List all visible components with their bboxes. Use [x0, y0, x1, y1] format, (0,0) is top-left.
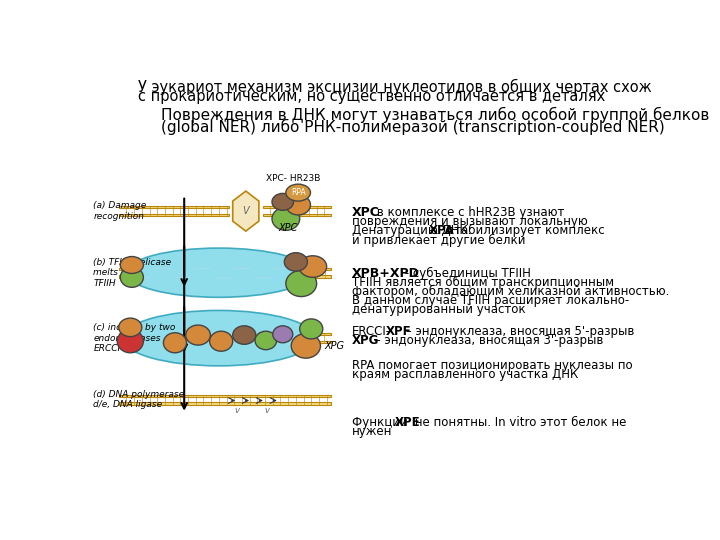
- Text: V: V: [243, 206, 249, 216]
- Bar: [119, 341, 129, 343]
- Text: – эндонуклеаза, вносящая 5'-разрыв: – эндонуклеаза, вносящая 5'-разрыв: [402, 325, 634, 338]
- Text: XPG: XPG: [324, 341, 344, 351]
- Text: повреждения и вызывают локальную: повреждения и вызывают локальную: [352, 215, 588, 228]
- Text: TFIIH является общим транскрипционным: TFIIH является общим транскрипционным: [352, 276, 614, 289]
- Text: нужен: нужен: [352, 425, 392, 438]
- Bar: [119, 395, 330, 397]
- Text: (b) TFIIH helicase
melts DNA
TFIIH: (b) TFIIH helicase melts DNA TFIIH: [94, 258, 171, 288]
- Text: (c) incision by two
endonucleases
ERCCI-XPF: (c) incision by two endonucleases ERCCI-…: [94, 323, 176, 353]
- Text: XPC: XPC: [352, 206, 380, 219]
- Text: и привлекает другие белки: и привлекает другие белки: [352, 233, 526, 247]
- Text: ERCCI-: ERCCI-: [352, 325, 391, 338]
- Bar: [302, 275, 330, 278]
- Ellipse shape: [286, 184, 310, 201]
- Ellipse shape: [233, 326, 256, 345]
- Bar: [309, 341, 330, 343]
- Bar: [119, 268, 135, 270]
- Ellipse shape: [120, 267, 143, 287]
- Text: (a) Damage
recognition: (a) Damage recognition: [94, 201, 147, 221]
- Text: RPA помогает позиционировать нуклеазы по: RPA помогает позиционировать нуклеазы по: [352, 359, 633, 372]
- Text: v: v: [265, 406, 270, 415]
- Polygon shape: [233, 191, 259, 231]
- Bar: [119, 402, 330, 405]
- Text: Функции: Функции: [352, 416, 412, 429]
- Text: Повреждения в ДНК могут узнаваться либо особой группой белков: Повреждения в ДНК могут узнаваться либо …: [161, 107, 709, 123]
- Text: денатурированный участок: денатурированный участок: [352, 303, 526, 316]
- Bar: [119, 275, 135, 278]
- Text: не понятны. In vitro этот белок не: не понятны. In vitro этот белок не: [410, 416, 626, 429]
- Text: Денатурацию ДНК.: Денатурацию ДНК.: [352, 224, 475, 237]
- Ellipse shape: [120, 256, 143, 273]
- Ellipse shape: [186, 325, 210, 345]
- Text: v: v: [234, 406, 239, 415]
- Text: RPA: RPA: [291, 188, 305, 197]
- Bar: [263, 206, 330, 208]
- Text: с прокариотическим, но существенно отличается в деталях: с прокариотическим, но существенно отлич…: [138, 90, 606, 104]
- Text: XPG: XPG: [352, 334, 379, 347]
- Bar: [302, 268, 330, 270]
- Ellipse shape: [300, 319, 323, 339]
- Ellipse shape: [286, 195, 310, 215]
- Text: фактором, обладающим хеликазной активностью.: фактором, обладающим хеликазной активнос…: [352, 285, 670, 298]
- Ellipse shape: [299, 256, 327, 278]
- Text: XPB+XPD: XPB+XPD: [352, 267, 420, 280]
- Text: XPC: XPC: [279, 223, 298, 233]
- Text: краям расплавленного участка ДНК: краям расплавленного участка ДНК: [352, 368, 578, 381]
- Text: В данном случае TFIIH расширяет локально-: В данном случае TFIIH расширяет локально…: [352, 294, 629, 307]
- Text: – эндонуклеаза, вносящая 3'-разрыв: – эндонуклеаза, вносящая 3'-разрыв: [371, 334, 603, 347]
- Text: - субъединицы TFIIH: - субъединицы TFIIH: [400, 267, 531, 280]
- Ellipse shape: [117, 330, 143, 353]
- Bar: [119, 333, 129, 335]
- Ellipse shape: [272, 207, 300, 231]
- Ellipse shape: [273, 326, 293, 343]
- Text: в комплексе с hHR23B узнают: в комплексе с hHR23B узнают: [373, 206, 564, 219]
- Ellipse shape: [272, 193, 294, 211]
- Ellipse shape: [286, 271, 317, 296]
- Text: XPE: XPE: [395, 416, 420, 429]
- Ellipse shape: [127, 248, 311, 298]
- Bar: [263, 214, 330, 216]
- Bar: [119, 214, 229, 216]
- Text: (d) DNA polymerase
d/e, DNA ligase: (d) DNA polymerase d/e, DNA ligase: [94, 390, 184, 409]
- Text: (global NER) либо РНК-полимеразой (transcription-coupled NER): (global NER) либо РНК-полимеразой (trans…: [161, 119, 665, 135]
- Text: XPF: XPF: [386, 325, 412, 338]
- Ellipse shape: [119, 318, 142, 336]
- Text: У эукариот механизм эксцизии нуклеотидов в общих чертах схож: У эукариот механизм эксцизии нуклеотидов…: [138, 79, 652, 95]
- Text: стабилизирует комплекс: стабилизирует комплекс: [444, 224, 605, 237]
- Text: XPA: XPA: [429, 224, 455, 237]
- Ellipse shape: [284, 253, 307, 271]
- Ellipse shape: [291, 334, 320, 358]
- Ellipse shape: [163, 333, 186, 353]
- Ellipse shape: [122, 310, 315, 366]
- Ellipse shape: [255, 331, 276, 350]
- Text: XPC- HR23B: XPC- HR23B: [266, 174, 320, 183]
- Bar: [119, 206, 229, 208]
- Ellipse shape: [210, 331, 233, 351]
- Bar: [309, 333, 330, 335]
